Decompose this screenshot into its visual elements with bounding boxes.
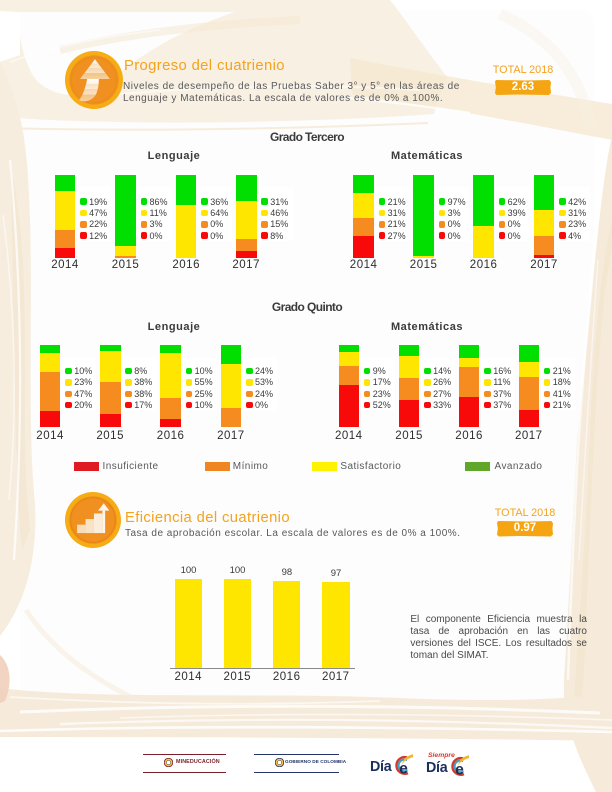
svg-text:e: e	[399, 760, 408, 777]
svg-text:e: e	[455, 761, 464, 778]
